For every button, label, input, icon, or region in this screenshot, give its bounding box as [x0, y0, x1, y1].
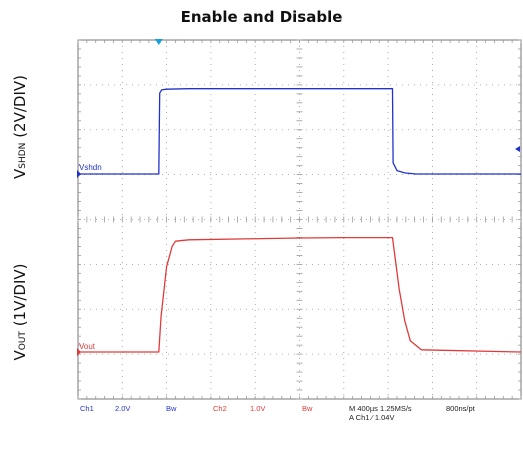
timebase-readout: M 400µs 1.25MS/s [349, 404, 412, 413]
chart-title: Enable and Disable [180, 8, 343, 26]
ch2-scale: 1.0V [250, 404, 265, 413]
ch2-label: Ch2 [213, 404, 227, 413]
trigger-readout: A Ch1 ⁄ 1.04V [349, 413, 394, 422]
trace-label-vout: Vout [79, 342, 96, 351]
traces [77, 88, 522, 356]
markers [154, 39, 520, 152]
trigger-position-icon [154, 39, 163, 45]
ch2-bandwidth: Bw [302, 404, 313, 413]
trace-label-vshdn: Vshdn [79, 163, 102, 172]
resolution-readout: 800ns/pt [446, 404, 476, 413]
trace-vout [78, 236, 522, 353]
ch1-scale: 2.0V [115, 404, 130, 413]
ch1-bandwidth: Bw [166, 404, 177, 413]
trigger-level-icon [515, 146, 520, 152]
trace-vout-ground-marker [77, 348, 81, 356]
trace-vshdn-ground-marker [77, 170, 81, 178]
trace-labels: Vshdn Vout [79, 163, 102, 351]
trace-vshdn [78, 88, 521, 175]
status-bar: Ch1 2.0V Bw Ch2 1.0V Bw M 400µs 1.25MS/s… [80, 404, 476, 422]
grid [77, 39, 522, 400]
ch1-label: Ch1 [80, 404, 94, 413]
